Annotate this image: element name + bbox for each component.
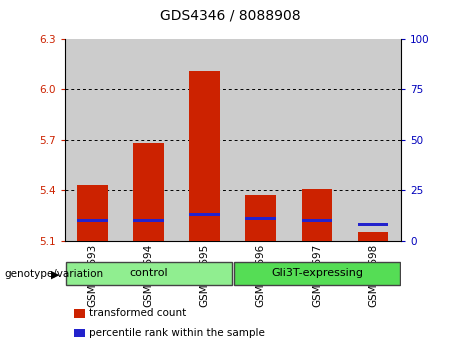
Bar	[358, 232, 389, 241]
Text: percentile rank within the sample: percentile rank within the sample	[89, 328, 265, 338]
Bar	[233, 39, 289, 241]
Text: control: control	[130, 268, 168, 278]
Bar	[177, 39, 233, 241]
FancyBboxPatch shape	[234, 262, 400, 285]
Bar	[245, 195, 276, 241]
Bar	[289, 39, 345, 241]
Bar	[65, 39, 121, 241]
Text: Gli3T-expressing: Gli3T-expressing	[271, 268, 363, 278]
FancyBboxPatch shape	[65, 262, 232, 285]
Bar	[77, 185, 108, 241]
Text: GDS4346 / 8088908: GDS4346 / 8088908	[160, 9, 301, 23]
Bar	[121, 39, 177, 241]
Text: transformed count: transformed count	[89, 308, 186, 318]
Bar	[345, 39, 401, 241]
Text: ▶: ▶	[51, 269, 59, 279]
Bar	[245, 217, 276, 220]
Bar	[133, 219, 164, 222]
Bar	[301, 219, 332, 222]
Bar	[189, 213, 220, 216]
Bar	[189, 71, 220, 241]
Bar	[358, 223, 389, 227]
Bar	[77, 219, 108, 222]
Text: genotype/variation: genotype/variation	[5, 269, 104, 279]
Bar	[301, 189, 332, 241]
Bar	[133, 143, 164, 241]
